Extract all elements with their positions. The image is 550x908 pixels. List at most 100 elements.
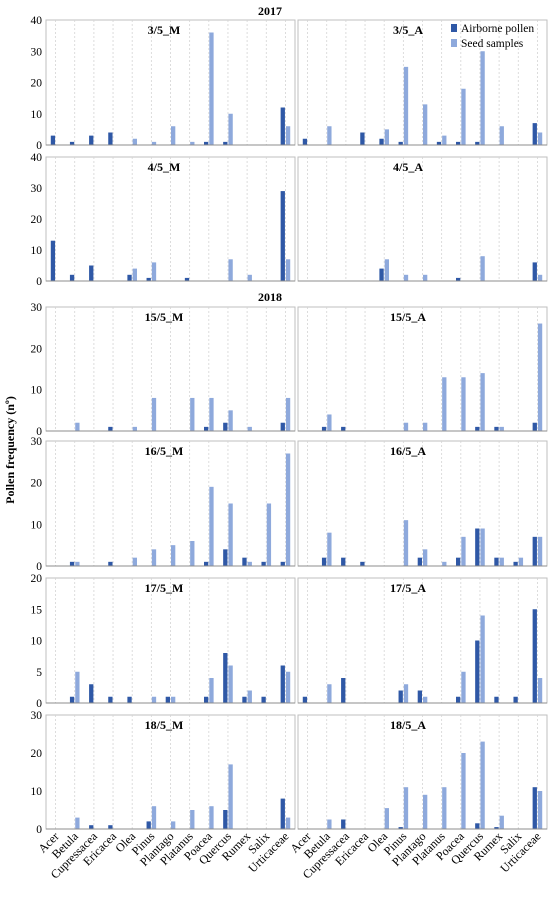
panel-title: 16/5_M <box>145 444 184 458</box>
y-tick-label: 0 <box>36 140 42 152</box>
bar-airborne <box>165 696 170 703</box>
bar-airborne <box>89 684 94 703</box>
bar-seed <box>132 268 137 281</box>
bar-seed <box>480 528 485 566</box>
bar-airborne <box>398 827 403 829</box>
y-tick-label: 10 <box>31 519 43 531</box>
bar-airborne <box>280 191 285 281</box>
bar-airborne <box>223 653 228 703</box>
bar-airborne <box>108 696 113 703</box>
y-tick-label: 10 <box>31 385 43 397</box>
panel-title: 3/5_A <box>393 23 423 37</box>
panel-frame <box>297 440 548 567</box>
y-tick-label: 40 <box>31 152 43 164</box>
bar-airborne <box>146 821 151 829</box>
legend-label-seed: Seed samples <box>461 38 524 50</box>
bar-seed <box>499 557 504 566</box>
bar-seed <box>247 561 252 566</box>
bar-airborne <box>475 823 480 829</box>
bar-airborne <box>494 426 499 431</box>
y-tick-label: 0 <box>36 698 42 710</box>
bar-airborne <box>108 825 113 829</box>
bar-seed <box>171 545 176 566</box>
bar-seed <box>171 696 176 703</box>
bar-airborne <box>204 426 209 431</box>
bar-seed <box>537 323 543 431</box>
bar-seed <box>266 503 272 566</box>
y-tick-label: 20 <box>31 343 43 355</box>
bar-seed <box>285 126 291 145</box>
panel-title: 16/5_A <box>390 444 426 458</box>
y-tick-label: 10 <box>31 636 43 648</box>
y-tick-label: 30 <box>31 436 43 448</box>
bar-seed <box>228 259 233 281</box>
bar-airborne <box>513 696 518 703</box>
panel-title: 4/5_A <box>393 160 423 174</box>
bar-seed <box>132 426 137 431</box>
y-tick-label: 0 <box>36 276 42 288</box>
bar-airborne <box>436 141 442 145</box>
bar-seed <box>384 129 389 145</box>
bar-seed <box>151 141 157 145</box>
bar-airborne <box>69 141 75 145</box>
bar-airborne <box>494 827 499 829</box>
panel-title: 18/5_M <box>145 718 184 732</box>
bar-airborne <box>456 557 461 566</box>
bar-seed <box>423 422 428 431</box>
bar-seed <box>75 671 80 703</box>
bar-airborne <box>50 135 56 145</box>
bar-airborne <box>475 528 480 566</box>
bar-seed <box>537 678 543 703</box>
bar-seed <box>285 671 291 703</box>
bar-airborne <box>108 561 113 566</box>
bar-seed <box>285 453 291 566</box>
bar-seed <box>171 821 176 829</box>
panel-title: 17/5_M <box>145 581 184 595</box>
bar-seed <box>327 819 332 829</box>
bar-seed <box>247 274 252 281</box>
year-label-2018: 2018 <box>258 290 282 304</box>
bar-seed <box>537 536 543 566</box>
bar-airborne <box>108 132 113 145</box>
bar-seed <box>132 138 137 145</box>
bar-airborne <box>379 138 384 145</box>
bar-airborne <box>280 665 285 703</box>
bar-seed <box>190 541 195 566</box>
bar-seed <box>209 486 214 566</box>
panel-title: 17/5_A <box>390 581 426 595</box>
bar-airborne <box>475 141 480 145</box>
bar-airborne <box>532 787 537 829</box>
bar-seed <box>461 753 466 829</box>
bar-airborne <box>89 825 94 829</box>
bar-seed <box>327 532 332 566</box>
y-tick-label: 30 <box>31 183 43 195</box>
bar-airborne <box>69 561 75 566</box>
bar-airborne <box>360 561 365 566</box>
y-tick-label: 30 <box>31 302 43 314</box>
bar-airborne <box>456 277 461 281</box>
bar-seed <box>327 126 332 145</box>
bar-seed <box>190 141 195 145</box>
bar-seed <box>537 274 543 281</box>
bar-airborne <box>69 274 75 281</box>
bar-seed <box>403 274 409 281</box>
bar-airborne <box>494 696 499 703</box>
bar-airborne <box>69 696 75 703</box>
bar-seed <box>171 126 176 145</box>
bar-seed <box>499 815 504 829</box>
bar-airborne <box>379 268 384 281</box>
panel-frame <box>45 19 296 146</box>
bar-seed <box>209 678 214 703</box>
bar-seed <box>442 787 447 829</box>
bar-seed <box>228 764 233 829</box>
bar-airborne <box>532 536 537 566</box>
panel-title: 4/5_M <box>148 160 181 174</box>
bar-airborne <box>532 262 537 281</box>
bar-seed <box>537 132 543 145</box>
bar-seed <box>151 696 157 703</box>
y-tick-label: 0 <box>36 426 42 438</box>
bar-seed <box>190 397 195 431</box>
bar-airborne <box>127 696 132 703</box>
bar-seed <box>247 690 252 703</box>
